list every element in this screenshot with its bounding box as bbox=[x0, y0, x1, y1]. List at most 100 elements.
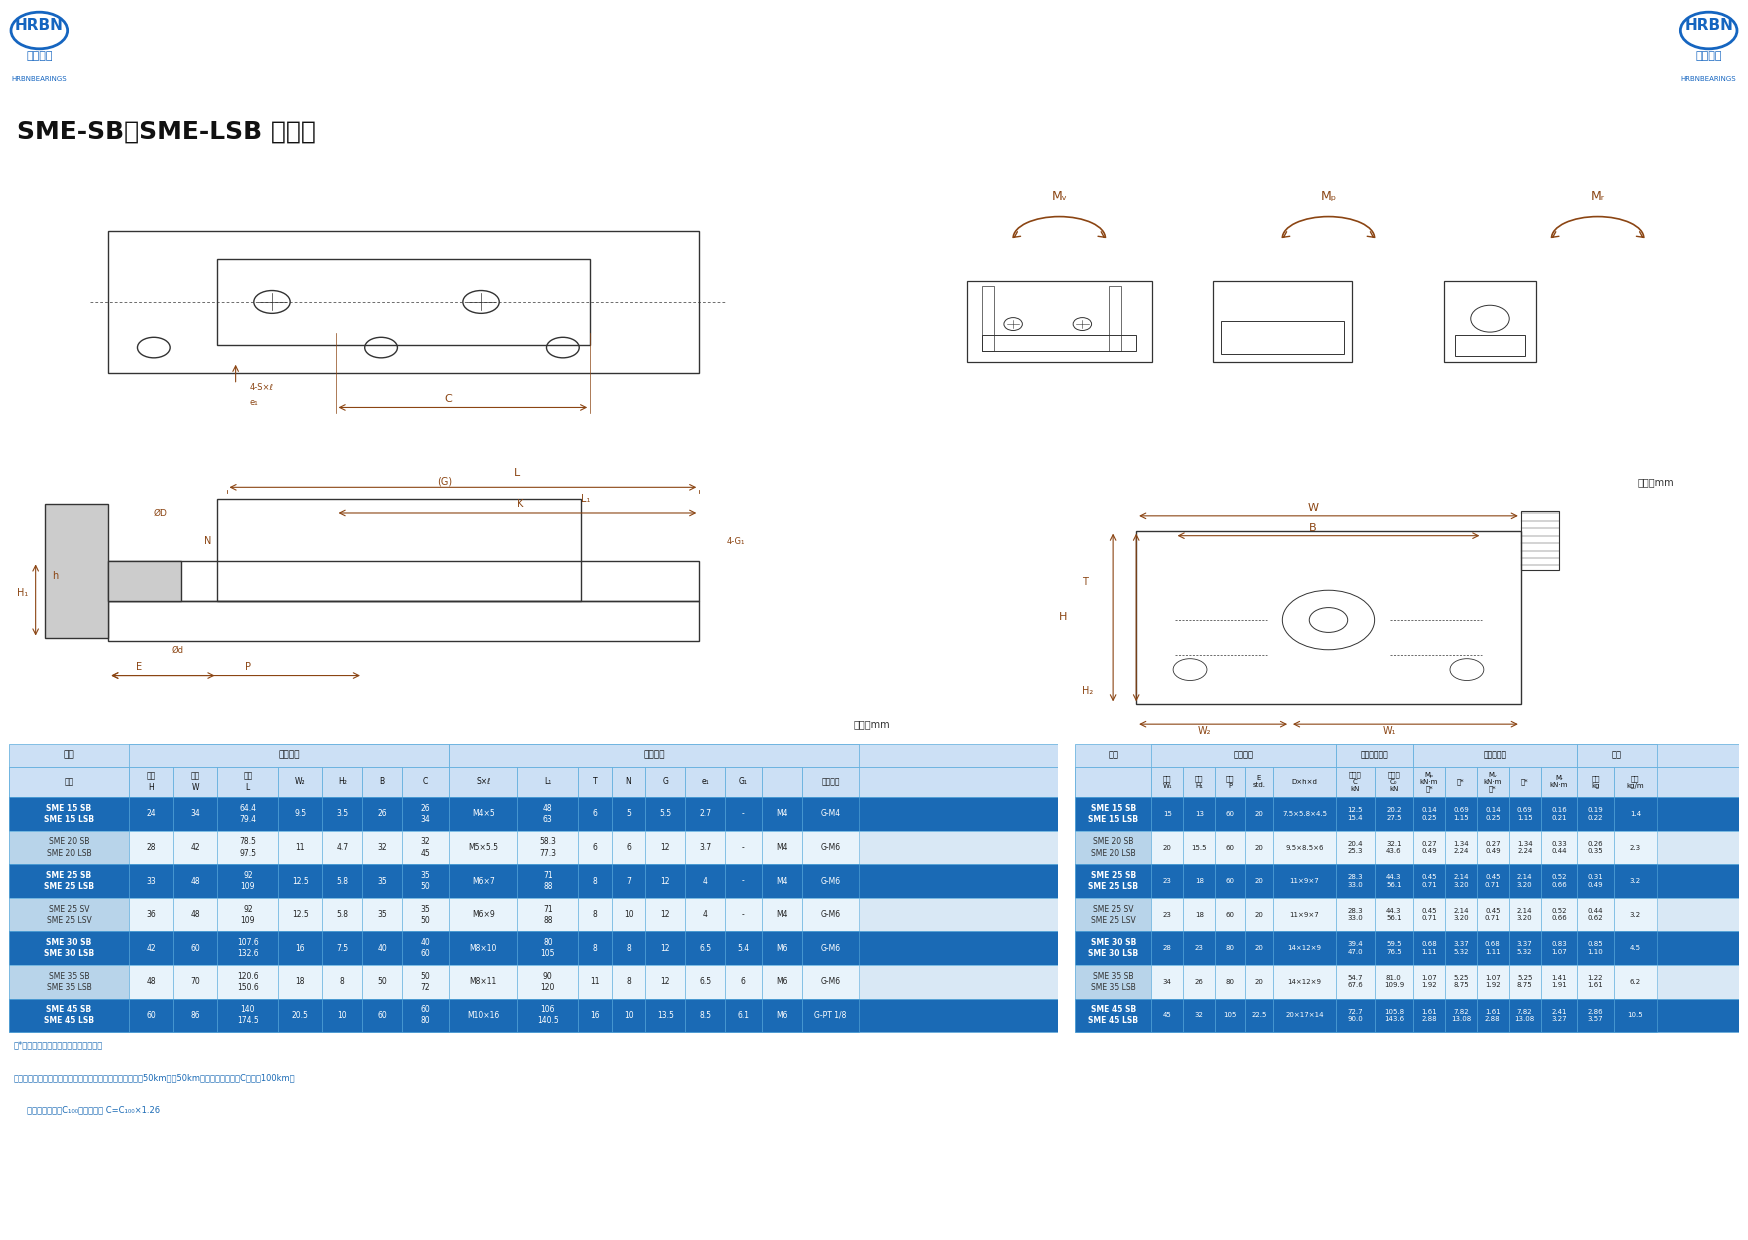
Bar bbox=[1075, 898, 1152, 931]
Text: 60
80: 60 80 bbox=[421, 1006, 430, 1025]
Text: SME-SB／SME-LSB 尺寸表: SME-SB／SME-LSB 尺寸表 bbox=[17, 119, 316, 144]
Bar bbox=[9, 965, 1058, 998]
Text: 1.41
1.91: 1.41 1.91 bbox=[1550, 975, 1566, 988]
Text: 0.52
0.66: 0.52 0.66 bbox=[1550, 874, 1566, 888]
Bar bbox=[1613, 766, 1657, 797]
Text: 140
174.5: 140 174.5 bbox=[238, 1006, 259, 1025]
Text: 4: 4 bbox=[703, 910, 708, 919]
Text: 7.82
13.08: 7.82 13.08 bbox=[1514, 1008, 1535, 1022]
Text: 54.7
67.6: 54.7 67.6 bbox=[1348, 975, 1363, 988]
Bar bbox=[402, 797, 449, 831]
Bar bbox=[1577, 744, 1657, 766]
Bar bbox=[1245, 831, 1273, 864]
Text: C: C bbox=[444, 394, 453, 404]
Text: SME 20 SB
SME 20 LSB: SME 20 SB SME 20 LSB bbox=[47, 837, 91, 858]
Bar bbox=[1075, 931, 1152, 965]
Bar bbox=[1521, 511, 1559, 570]
Bar bbox=[612, 998, 645, 1032]
Bar bbox=[1273, 965, 1335, 998]
Text: 72.7
90.0: 72.7 90.0 bbox=[1348, 1008, 1363, 1022]
Text: N: N bbox=[205, 537, 212, 547]
Text: 单位：mm: 单位：mm bbox=[853, 719, 890, 729]
Text: 20: 20 bbox=[1255, 811, 1264, 817]
Text: 48: 48 bbox=[191, 910, 201, 919]
Text: 3.2: 3.2 bbox=[1629, 878, 1641, 884]
Text: e₁: e₁ bbox=[250, 398, 259, 407]
Bar bbox=[1245, 766, 1273, 797]
Text: P: P bbox=[245, 662, 250, 672]
Bar bbox=[645, 766, 685, 797]
Bar bbox=[725, 931, 762, 965]
Bar bbox=[725, 864, 762, 898]
Text: 1.07
1.92: 1.07 1.92 bbox=[1486, 975, 1502, 988]
Text: SME 35 SB
SME 35 LSB: SME 35 SB SME 35 LSB bbox=[47, 972, 91, 992]
Bar bbox=[1509, 898, 1540, 931]
Bar bbox=[612, 797, 645, 831]
Text: 4.5: 4.5 bbox=[1629, 945, 1641, 951]
Text: 5.4: 5.4 bbox=[738, 944, 750, 952]
Bar bbox=[1075, 965, 1152, 998]
Bar bbox=[1540, 797, 1577, 831]
Text: 6.2: 6.2 bbox=[1629, 978, 1641, 985]
Text: 80
105: 80 105 bbox=[540, 939, 556, 959]
Bar bbox=[762, 766, 802, 797]
Text: M6: M6 bbox=[776, 944, 787, 952]
Text: HRBN: HRBN bbox=[16, 17, 63, 33]
Bar bbox=[1577, 864, 1613, 898]
Text: 宽度
W: 宽度 W bbox=[191, 771, 199, 792]
Text: 5.25
8.75: 5.25 8.75 bbox=[1453, 975, 1468, 988]
Bar bbox=[982, 286, 995, 351]
Bar bbox=[1335, 998, 1374, 1032]
Text: 11: 11 bbox=[591, 977, 600, 986]
Text: 6.1: 6.1 bbox=[738, 1011, 750, 1019]
Text: 78.5
97.5: 78.5 97.5 bbox=[239, 837, 257, 858]
Bar bbox=[1245, 965, 1273, 998]
Text: SME 25 SB
SME 25 LSB: SME 25 SB SME 25 LSB bbox=[44, 870, 94, 892]
Text: 2.14
3.20: 2.14 3.20 bbox=[1453, 908, 1468, 921]
Text: 32: 32 bbox=[378, 843, 386, 852]
Text: 1.34
2.24: 1.34 2.24 bbox=[1517, 841, 1533, 854]
Bar bbox=[762, 998, 802, 1032]
Text: 12.5: 12.5 bbox=[292, 877, 309, 885]
Bar bbox=[1540, 864, 1577, 898]
Text: 23: 23 bbox=[1162, 878, 1171, 884]
Bar bbox=[1075, 965, 1739, 998]
Bar bbox=[9, 766, 1058, 797]
Bar bbox=[173, 965, 217, 998]
Text: 50
72: 50 72 bbox=[421, 972, 430, 992]
Bar bbox=[129, 998, 173, 1032]
Text: 8: 8 bbox=[593, 910, 598, 919]
Bar bbox=[1446, 831, 1477, 864]
Bar bbox=[129, 797, 173, 831]
Bar bbox=[1215, 831, 1245, 864]
Bar bbox=[322, 864, 362, 898]
Text: 0.19
0.22: 0.19 0.22 bbox=[1587, 807, 1603, 821]
Text: 4-S×ℓ: 4-S×ℓ bbox=[250, 383, 273, 392]
Text: -: - bbox=[743, 910, 745, 919]
Text: 12: 12 bbox=[661, 977, 669, 986]
Bar bbox=[173, 797, 217, 831]
Bar bbox=[278, 998, 322, 1032]
Bar bbox=[1075, 797, 1152, 831]
Bar bbox=[449, 898, 517, 931]
Bar bbox=[1152, 965, 1183, 998]
Text: 42: 42 bbox=[147, 944, 156, 952]
Bar bbox=[173, 998, 217, 1032]
Bar bbox=[1245, 797, 1273, 831]
Bar bbox=[1540, 998, 1577, 1032]
Bar bbox=[1335, 898, 1374, 931]
Bar bbox=[579, 766, 612, 797]
Text: 12: 12 bbox=[661, 944, 669, 952]
Text: SME 30 SB
SME 30 LSB: SME 30 SB SME 30 LSB bbox=[44, 939, 94, 959]
Bar bbox=[402, 898, 449, 931]
Text: 35
50: 35 50 bbox=[421, 870, 430, 892]
Text: 50: 50 bbox=[378, 977, 386, 986]
Text: 80: 80 bbox=[1225, 945, 1234, 951]
Bar bbox=[725, 998, 762, 1032]
Bar bbox=[762, 831, 802, 864]
Bar bbox=[278, 931, 322, 965]
Bar bbox=[725, 898, 762, 931]
Bar bbox=[1540, 965, 1577, 998]
Text: 59.5
76.5: 59.5 76.5 bbox=[1386, 941, 1402, 955]
Bar bbox=[1477, 797, 1509, 831]
